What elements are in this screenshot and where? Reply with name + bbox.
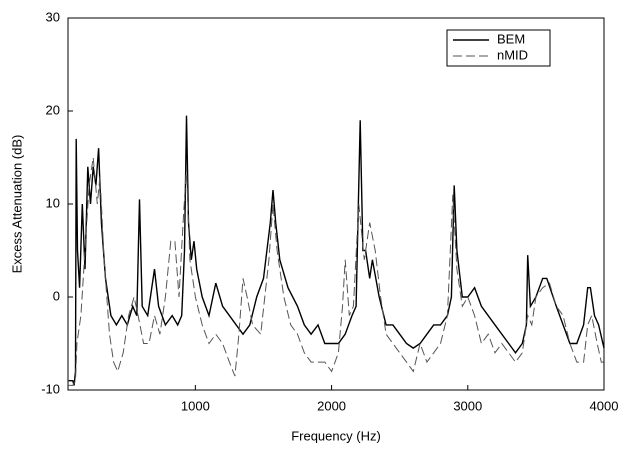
data-line	[68, 157, 604, 386]
y-tick-label: 20	[46, 102, 60, 117]
plot-frame	[67, 17, 605, 391]
legend-label: nMID	[497, 47, 528, 62]
y-tick-label: -10	[41, 381, 60, 396]
legend-box	[446, 29, 551, 67]
x-axis-label: Frequency (Hz)	[291, 428, 381, 443]
y-tick-label: 10	[46, 195, 60, 210]
x-tick-label: 2000	[317, 398, 346, 413]
legend-label: BEM	[497, 31, 525, 46]
x-tick-label: 3000	[453, 398, 482, 413]
x-tick-label: 1000	[181, 398, 210, 413]
y-tick-label: 0	[53, 288, 60, 303]
y-axis-label: Excess Attenuation (dB)	[9, 135, 24, 274]
data-line	[68, 115, 605, 386]
x-tick-label: 4000	[590, 398, 619, 413]
y-tick-label: 30	[46, 9, 60, 24]
